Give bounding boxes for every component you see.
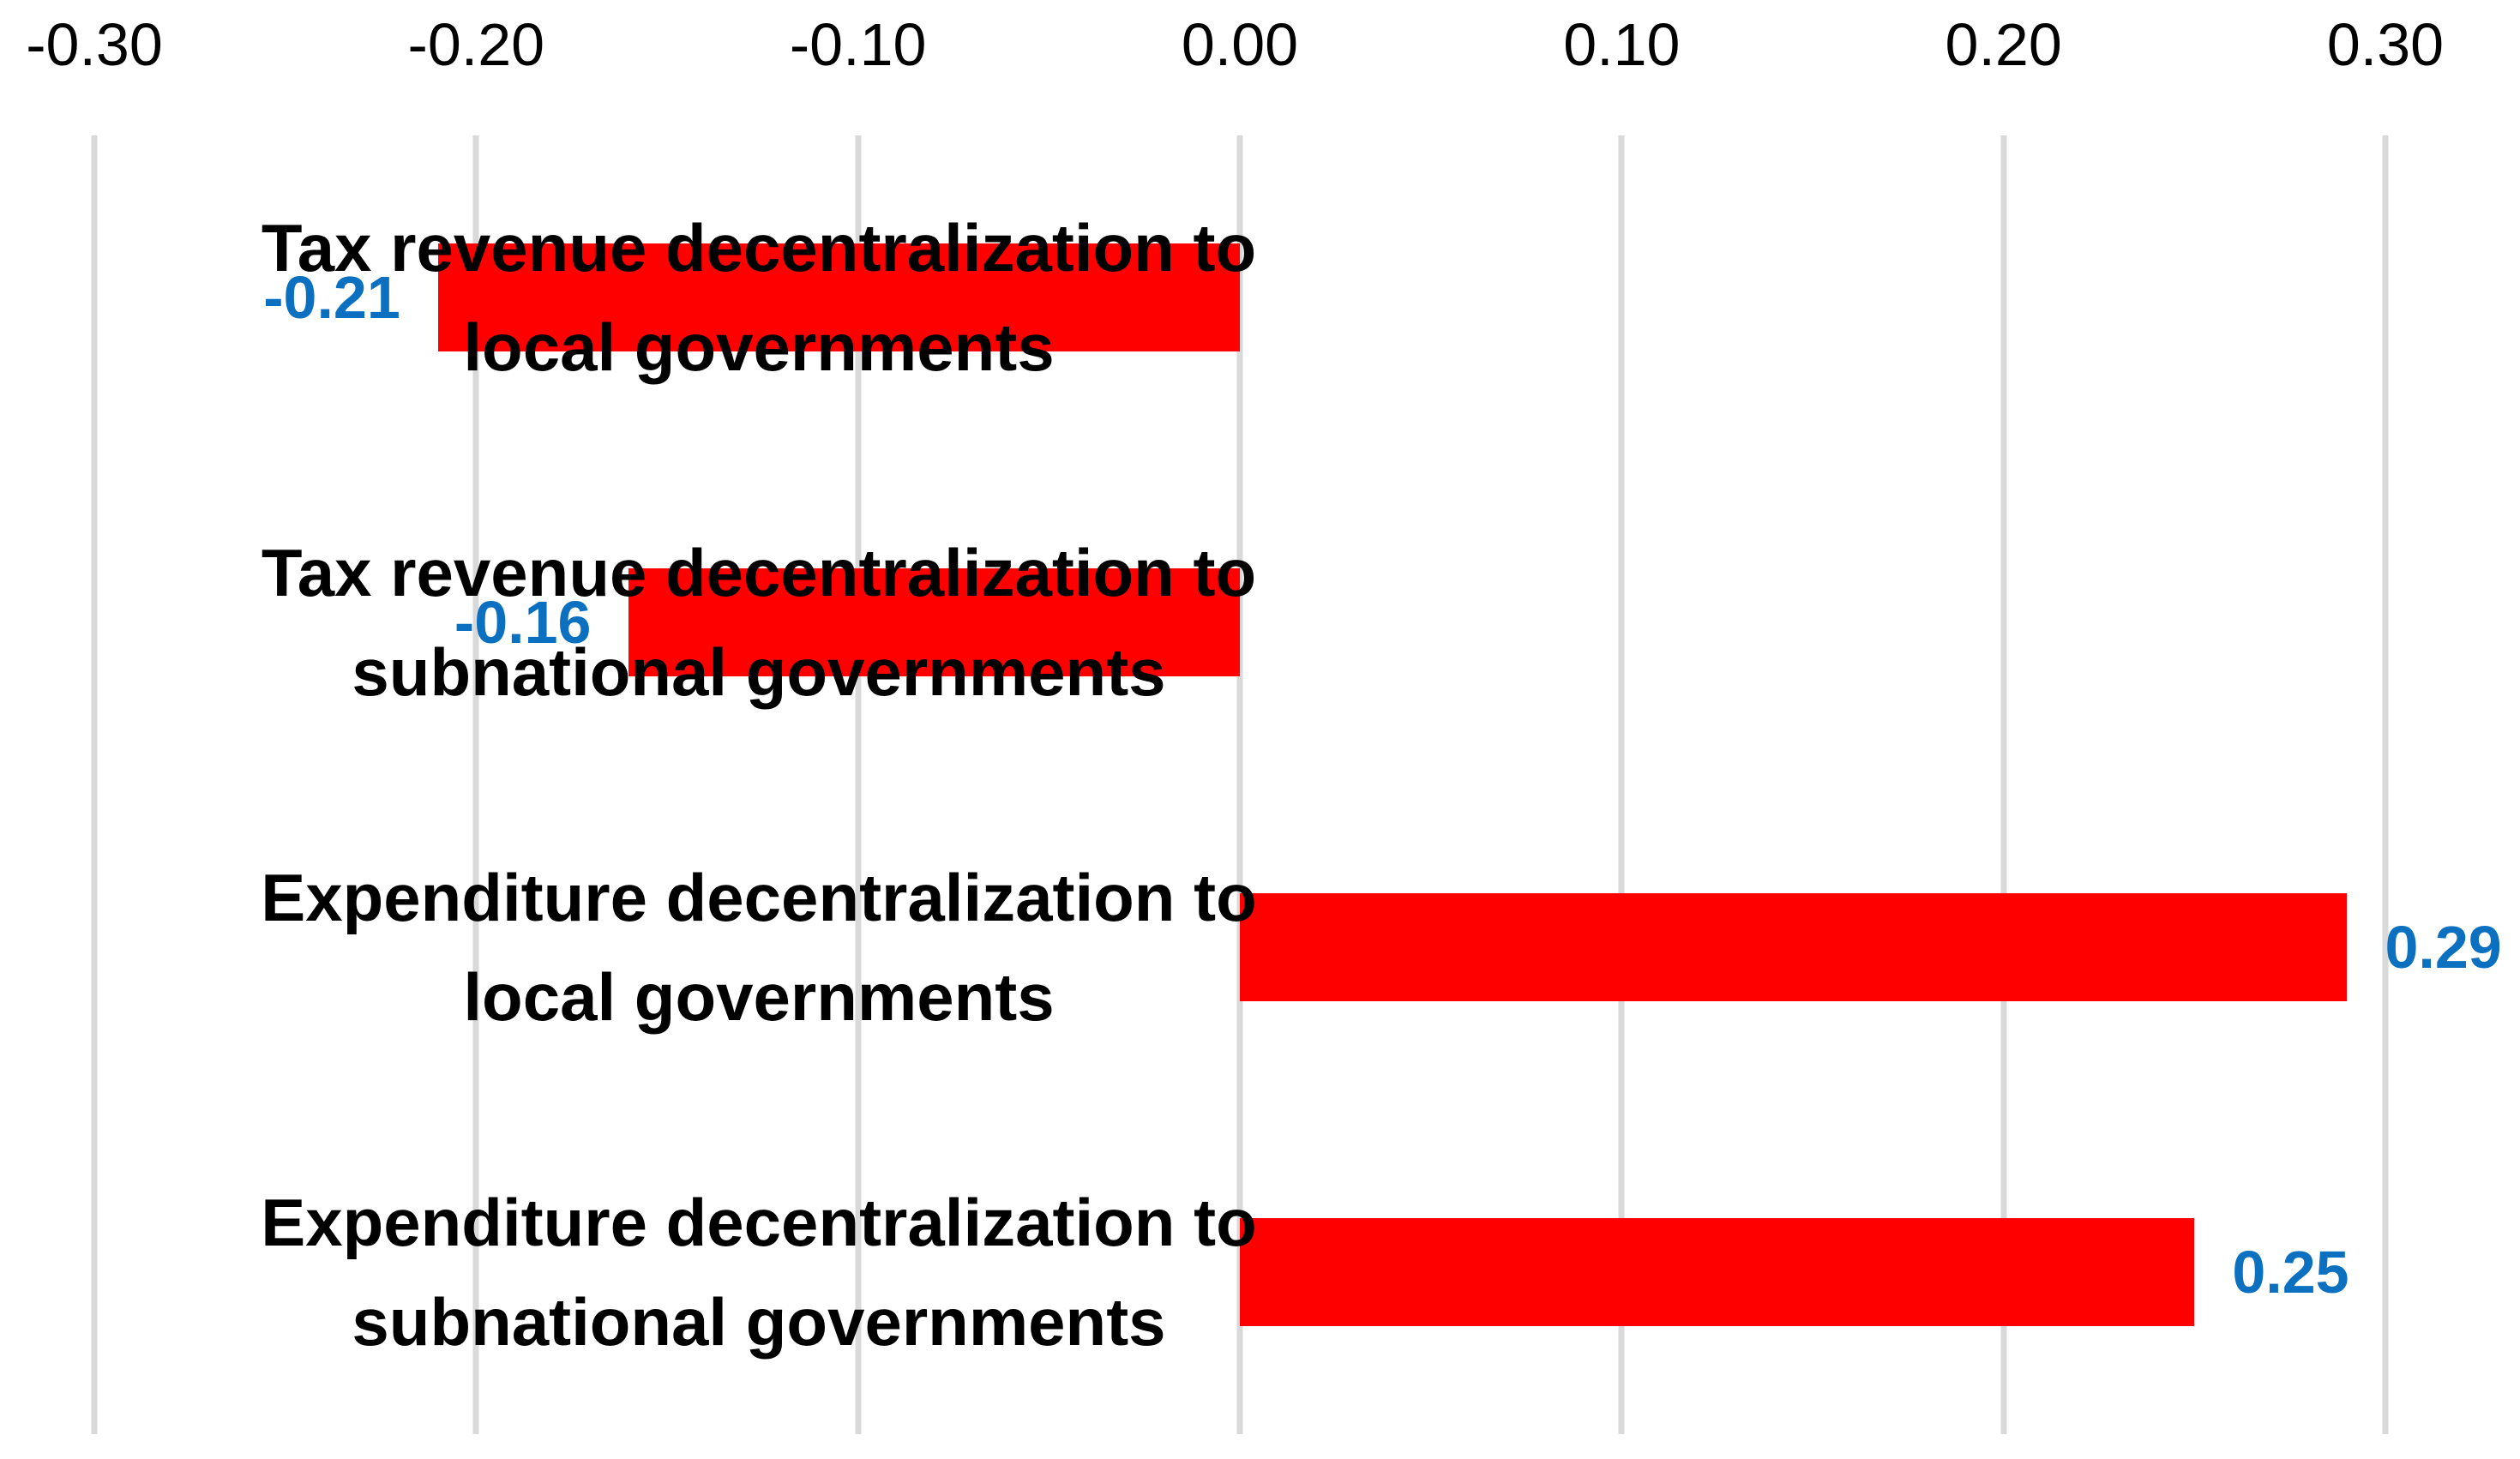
category-label-line: local governments <box>463 309 1055 386</box>
x-tick-label: 0.00 <box>1181 11 1299 78</box>
bar-row: -0.16 Tax revenue decentralization to subn… <box>94 460 2385 785</box>
x-tick-label: -0.10 <box>789 11 927 78</box>
x-tick-label: -0.20 <box>407 11 545 78</box>
x-tick-label: -0.30 <box>26 11 163 78</box>
category-label: Expenditure decentralization to local gov… <box>214 848 1303 1047</box>
bar-row: 0.25 Expenditure decentralization to subna… <box>94 1109 2385 1434</box>
x-tick-label: 0.10 <box>1563 11 1681 78</box>
category-label-line: subnational governments <box>352 1283 1166 1360</box>
category-label: Tax revenue decentralization to local gov… <box>214 198 1303 397</box>
category-label: Expenditure decentralization to subnation… <box>214 1173 1303 1372</box>
bar-value-label: -0.21 <box>263 264 400 332</box>
x-tick-label: 0.30 <box>2326 11 2445 78</box>
bar-value-label: 0.25 <box>2232 1238 2349 1306</box>
bar-value-label: 0.29 <box>2385 913 2502 981</box>
category-label-line: Expenditure decentralization to <box>261 1184 1257 1260</box>
category-label-line: Tax revenue decentralization to <box>261 210 1257 286</box>
bar <box>437 243 1240 352</box>
category-label-line: subnational governments <box>352 634 1166 711</box>
category-label-line: Expenditure decentralization to <box>261 859 1257 935</box>
gridline <box>91 135 98 1434</box>
category-label-line: local governments <box>463 958 1055 1035</box>
category-label-line: Tax revenue decentralization to <box>261 535 1257 611</box>
x-axis: -0.30 -0.20 -0.10 0.00 0.10 0.20 0.30 <box>26 0 2444 111</box>
gridline <box>2382 135 2389 1434</box>
bar <box>1240 892 2348 1001</box>
bar-row: 0.29 Expenditure decentralization to local… <box>94 785 2501 1110</box>
x-tick-label: 0.20 <box>1945 11 2062 78</box>
category-label: Tax revenue decentralization to subnation… <box>214 523 1303 722</box>
gridline <box>472 135 479 1434</box>
bar-value-label: -0.16 <box>454 589 592 657</box>
gridline <box>1236 135 1243 1434</box>
plot-area: -0.21 Tax revenue decentralization to loca… <box>91 135 2502 1434</box>
bar <box>628 568 1240 677</box>
gridline <box>2000 135 2007 1434</box>
gridline <box>855 135 862 1434</box>
bar <box>1240 1217 2195 1326</box>
bar-row: -0.21 Tax revenue decentralization to loca… <box>94 135 2385 460</box>
gridline <box>1618 135 1625 1434</box>
